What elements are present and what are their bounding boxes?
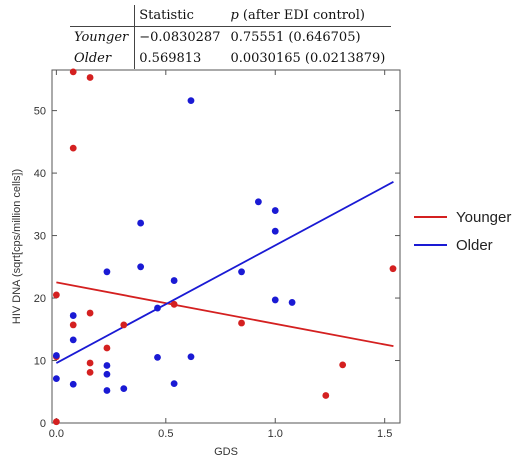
point-younger	[86, 309, 94, 317]
statistics-table-header: Statistic p (after EDI control)	[70, 5, 392, 27]
plot-frame	[51, 69, 401, 424]
y-tick-label: 40	[34, 168, 46, 180]
point-older	[271, 207, 279, 214]
x-tick-label: 0.5	[158, 428, 173, 440]
statistic-younger: −0.0830287	[139, 30, 221, 45]
y-tick-label: 30	[34, 231, 46, 243]
row-label-older: Older	[70, 48, 136, 69]
point-older	[154, 353, 161, 361]
point-older	[103, 387, 111, 394]
point-younger	[120, 321, 128, 329]
point-older	[52, 375, 60, 383]
point-younger	[389, 265, 397, 273]
y-tick-label: 0	[40, 418, 46, 430]
row-label-younger: Younger	[70, 26, 136, 48]
fit-lines	[55, 181, 394, 364]
table-row-younger: Younger −0.0830287 0.75551 (0.646705)	[70, 26, 391, 48]
point-older	[238, 268, 245, 276]
point-older	[69, 336, 77, 344]
statistic-older: 0.569813	[139, 51, 202, 66]
statistic-column-header: Statistic	[134, 5, 227, 27]
point-younger	[86, 368, 94, 376]
legend: Younger Older	[414, 209, 511, 254]
p-symbol: p	[230, 8, 239, 23]
point-younger	[103, 344, 111, 352]
point-older	[187, 353, 195, 361]
table-corner	[70, 5, 136, 27]
point-older	[154, 304, 161, 312]
point-younger	[52, 418, 60, 426]
point-younger	[69, 68, 77, 76]
fit-line-younger	[56, 281, 394, 348]
point-older	[271, 227, 279, 235]
p-column-suffix: (after EDI control)	[238, 8, 365, 23]
point-younger	[69, 321, 77, 329]
statistics-table: Statistic p (after EDI control) Younger …	[70, 5, 392, 69]
point-older	[187, 97, 195, 105]
p-column-header: p (after EDI control)	[226, 5, 392, 27]
point-older	[103, 362, 111, 369]
point-younger	[86, 74, 94, 81]
point-older	[137, 263, 145, 271]
x-axis: 0.0 0.5 1.0 1.5	[49, 70, 392, 440]
table-row-older: Older 0.569813 0.0030165 (0.0213879)	[70, 48, 391, 69]
point-younger	[322, 392, 330, 399]
point-younger	[86, 359, 94, 367]
p-value-younger: 0.75551 (0.646705)	[230, 30, 361, 45]
x-axis-title: GDS	[214, 446, 238, 458]
point-older	[69, 380, 77, 388]
p-value-older: 0.0030165 (0.0213879)	[230, 51, 386, 66]
point-older	[170, 277, 178, 284]
legend-label-older: Older	[456, 237, 493, 254]
data-points	[52, 68, 397, 426]
point-younger	[52, 291, 60, 299]
point-older	[103, 370, 111, 378]
y-tick-label: 20	[34, 293, 46, 305]
point-older	[271, 296, 279, 304]
legend-label-younger: Younger	[456, 209, 511, 226]
x-tick-label: 1.0	[268, 428, 283, 440]
y-tick-label: 50	[34, 106, 46, 118]
point-younger	[69, 144, 77, 152]
point-older	[103, 268, 111, 276]
point-older	[170, 380, 178, 388]
y-tick-label: 10	[34, 356, 46, 368]
fit-line-older	[55, 181, 394, 364]
point-older	[288, 299, 296, 306]
point-younger	[170, 300, 178, 308]
point-younger	[238, 319, 245, 327]
point-older	[120, 385, 128, 393]
point-older	[69, 312, 77, 319]
point-older	[254, 198, 262, 206]
x-tick-label: 0.0	[49, 428, 64, 440]
x-tick-label: 1.5	[377, 428, 392, 440]
point-older	[137, 219, 145, 227]
point-older	[52, 352, 60, 359]
point-younger	[339, 361, 347, 369]
y-axis-title: HIV DNA (sqrt[cps/million cells])	[11, 169, 23, 324]
y-axis: 0 10 20 30 40 50	[34, 106, 400, 430]
